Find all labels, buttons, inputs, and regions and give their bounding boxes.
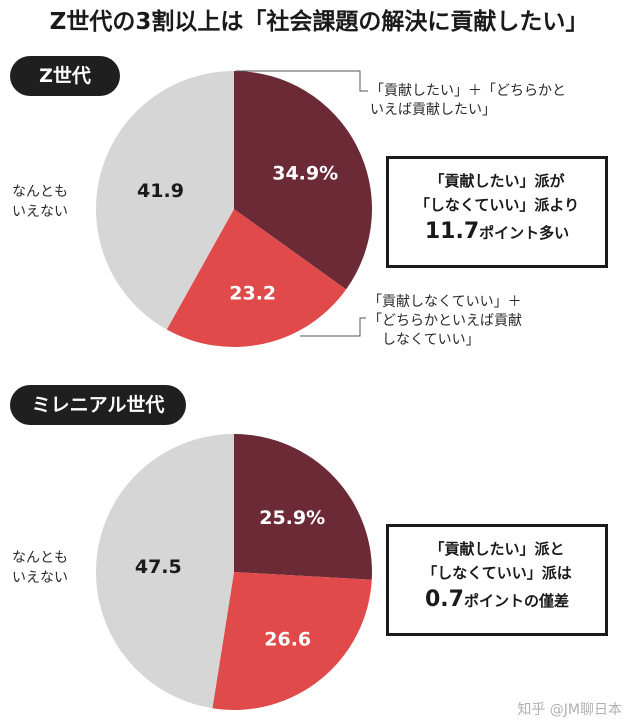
genz-callout-bottom-line-2: 「どちらかといえば貢献 [368, 313, 522, 329]
genz-slice-2 [166, 209, 347, 347]
genz-callout-top-line-1: 「貢献したい」＋「どちらかと [370, 83, 566, 99]
genz-pie-chart: 34.9% 23.2 41.9 [96, 71, 372, 347]
genz-comparison-box: 「貢献したい」派が 「しなくていい」派より 11.7ポイント多い [386, 156, 608, 268]
millennial-neutral-line-1: なんとも [12, 550, 68, 566]
millennial-box-number: 0.7 [425, 587, 464, 612]
millennial-neutral-label: なんとも いえない [12, 548, 68, 588]
millennial-slice-2-label: 26.6 [264, 629, 311, 651]
watermark: 知乎 @JM聊日本 [517, 702, 622, 718]
millennial-slice-3 [96, 434, 234, 709]
millennial-slice-1 [234, 434, 373, 580]
millennial-pill: ミレニアル世代 [10, 385, 186, 425]
genz-callout-bottom-line-1: 「貢献しなくていい」＋ [368, 294, 522, 310]
millennial-box-line-2: 「しなくていい」派は [422, 564, 572, 582]
millennial-box-line-1: 「貢献したい」派と [429, 540, 565, 558]
millennial-slice-2 [212, 572, 372, 710]
genz-slice-2-label: 23.2 [229, 283, 276, 305]
genz-callout-bottom: 「貢献しなくていい」＋ 「どちらかといえば貢献 しなくていい」 [368, 293, 522, 350]
genz-leader-bottom [300, 317, 366, 337]
genz-neutral-line-2: いえない [12, 204, 68, 220]
millennial-slice-1-label: 25.9% [259, 507, 325, 529]
genz-slice-1 [234, 71, 372, 290]
genz-slice-1-label: 34.9% [272, 162, 338, 184]
genz-neutral-line-1: なんとも [12, 184, 68, 200]
millennial-box-suffix: ポイントの僅差 [463, 592, 569, 610]
millennial-pie-chart: 25.9% 26.6 47.5 [96, 434, 373, 710]
millennial-slice-3-label: 47.5 [135, 556, 182, 578]
millennial-box-highlight: 0.7ポイントの僅差 [389, 585, 605, 616]
genz-slice-3 [96, 71, 234, 330]
genz-box-highlight: 11.7ポイント多い [389, 217, 605, 248]
genz-box-line-2: 「しなくていい」派より [414, 196, 580, 214]
genz-neutral-label: なんとも いえない [12, 182, 68, 222]
genz-box-suffix: ポイント多い [479, 224, 570, 242]
genz-pill: Z世代 [10, 56, 120, 96]
millennial-neutral-line-2: いえない [12, 570, 68, 586]
millennial-comparison-box: 「貢献したい」派と 「しなくていい」派は 0.7ポイントの僅差 [386, 524, 608, 636]
genz-pill-label: Z世代 [39, 65, 91, 87]
genz-box-line-1: 「貢献したい」派が [429, 172, 565, 190]
genz-leader-top [236, 70, 368, 92]
genz-callout-bottom-line-3: しなくていい」 [382, 332, 480, 348]
genz-callout-top-line-2: いえば貢献したい」 [370, 102, 496, 118]
genz-slice-3-label: 41.9 [137, 180, 184, 202]
page-title: Z世代の3割以上は「社会課題の解決に貢献したい」 [49, 9, 589, 35]
millennial-pill-label: ミレニアル世代 [31, 394, 165, 416]
genz-box-number: 11.7 [424, 219, 480, 244]
genz-callout-top: 「貢献したい」＋「どちらかと いえば貢献したい」 [370, 82, 566, 120]
